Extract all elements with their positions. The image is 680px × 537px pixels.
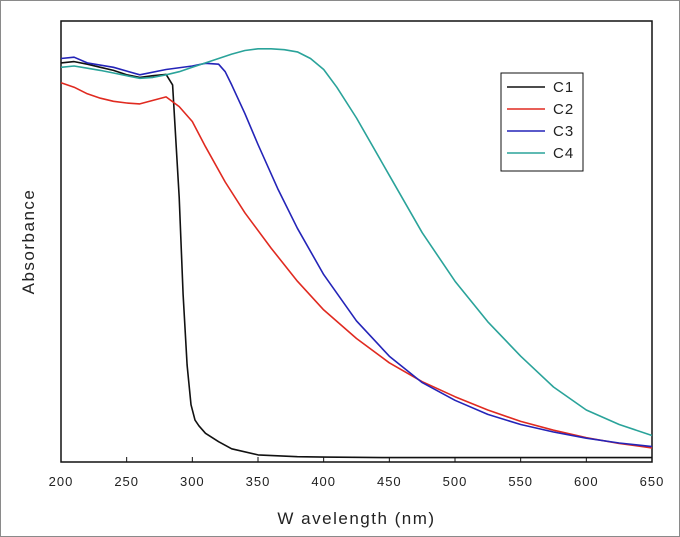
x-tick-label: 350 xyxy=(246,474,271,489)
series-line-c3 xyxy=(60,56,653,448)
legend-label-c3: C3 xyxy=(553,123,574,140)
x-tick-label: 550 xyxy=(508,474,533,489)
x-tick-label: 300 xyxy=(180,474,205,489)
x-axis-ticks: 200 250 300 350 400 450 500 550 600 650 xyxy=(49,457,665,489)
x-tick-label: 600 xyxy=(574,474,599,489)
x-tick-label: 650 xyxy=(640,474,665,489)
legend-label-c4: C4 xyxy=(553,145,574,162)
x-tick-label: 250 xyxy=(114,474,139,489)
y-axis-title: Absorbance xyxy=(19,189,38,295)
legend: C1 C2 C3 C4 xyxy=(500,72,584,172)
x-axis-title: W avelength (nm) xyxy=(277,509,435,528)
series-line-c1 xyxy=(60,60,652,459)
series-line-c4 xyxy=(60,47,653,437)
legend-label-c1: C1 xyxy=(553,79,574,96)
series-line-c2 xyxy=(60,81,653,449)
legend-label-c2: C2 xyxy=(553,101,574,118)
x-tick-label: 500 xyxy=(443,474,468,489)
x-tick-label: 200 xyxy=(49,474,74,489)
series-layer xyxy=(60,47,653,459)
x-tick-label: 450 xyxy=(377,474,402,489)
legend-box xyxy=(500,72,584,172)
x-tick-label: 400 xyxy=(311,474,336,489)
